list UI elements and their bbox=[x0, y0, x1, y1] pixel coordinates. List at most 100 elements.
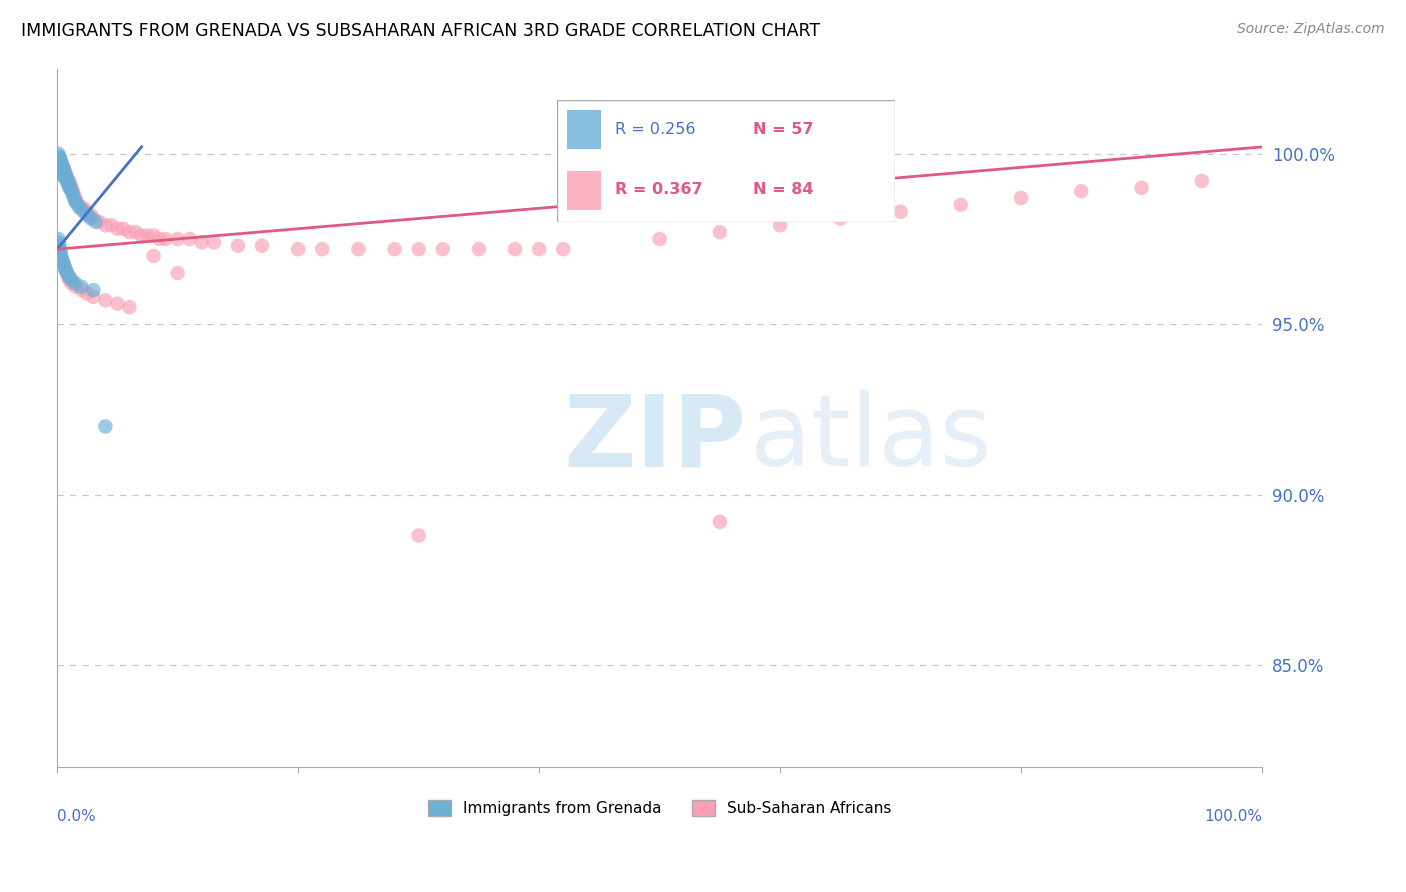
Point bbox=[63, 187, 86, 202]
Point bbox=[55, 170, 77, 185]
Point bbox=[56, 178, 79, 192]
Point bbox=[62, 187, 84, 202]
Point bbox=[468, 242, 491, 256]
Point bbox=[69, 201, 91, 215]
Point bbox=[48, 146, 70, 161]
Point bbox=[100, 219, 122, 233]
Point bbox=[52, 161, 75, 175]
Point bbox=[166, 266, 188, 280]
Point bbox=[142, 228, 165, 243]
Point bbox=[51, 161, 73, 175]
Point bbox=[48, 157, 70, 171]
Point bbox=[55, 262, 77, 277]
Point bbox=[709, 515, 731, 529]
Point bbox=[830, 211, 852, 226]
Point bbox=[63, 191, 86, 205]
Point bbox=[60, 181, 83, 195]
Point bbox=[76, 204, 98, 219]
Point bbox=[73, 201, 96, 215]
Point bbox=[949, 198, 972, 212]
Point bbox=[65, 279, 87, 293]
Point bbox=[59, 178, 82, 192]
Point bbox=[166, 232, 188, 246]
Point bbox=[49, 157, 72, 171]
Point bbox=[52, 167, 75, 181]
Point bbox=[56, 174, 79, 188]
Point bbox=[65, 191, 87, 205]
Point bbox=[53, 167, 76, 181]
Point bbox=[48, 150, 70, 164]
Point bbox=[76, 208, 98, 222]
Point bbox=[226, 239, 249, 253]
Point bbox=[107, 296, 129, 310]
Point bbox=[155, 232, 177, 246]
Point bbox=[53, 259, 76, 273]
Point bbox=[311, 242, 333, 256]
Point bbox=[527, 242, 550, 256]
Point bbox=[179, 232, 201, 246]
Point bbox=[124, 225, 146, 239]
Point bbox=[503, 242, 526, 256]
Point bbox=[48, 153, 70, 168]
Point bbox=[94, 293, 117, 308]
Point bbox=[82, 290, 104, 304]
Point bbox=[84, 215, 107, 229]
Point bbox=[48, 232, 70, 246]
Point bbox=[49, 161, 72, 175]
Point bbox=[52, 256, 75, 270]
Point bbox=[408, 242, 430, 256]
Point bbox=[73, 204, 96, 219]
Point bbox=[55, 167, 77, 181]
Point bbox=[70, 201, 93, 215]
Point bbox=[70, 279, 93, 293]
Point bbox=[65, 277, 87, 291]
Point bbox=[648, 232, 671, 246]
Point bbox=[136, 228, 159, 243]
Point bbox=[112, 221, 135, 235]
Text: ZIP: ZIP bbox=[564, 391, 747, 487]
Point bbox=[287, 242, 309, 256]
Point bbox=[52, 256, 75, 270]
Point bbox=[56, 170, 79, 185]
Point bbox=[890, 204, 912, 219]
Point bbox=[53, 167, 76, 181]
Text: atlas: atlas bbox=[749, 391, 991, 487]
Point bbox=[49, 153, 72, 168]
Point bbox=[107, 221, 129, 235]
Point bbox=[80, 211, 103, 226]
Point bbox=[62, 184, 84, 198]
Text: 0.0%: 0.0% bbox=[58, 809, 96, 824]
Point bbox=[49, 153, 72, 168]
Point bbox=[66, 198, 89, 212]
Point bbox=[709, 225, 731, 239]
Point bbox=[48, 235, 70, 250]
Point bbox=[51, 163, 73, 178]
Point bbox=[408, 528, 430, 542]
Point bbox=[58, 269, 80, 284]
Point bbox=[94, 219, 117, 233]
Point bbox=[82, 211, 104, 226]
Point bbox=[1070, 184, 1092, 198]
Point bbox=[553, 242, 575, 256]
Point bbox=[58, 174, 80, 188]
Point bbox=[58, 178, 80, 192]
Point bbox=[48, 239, 70, 253]
Legend: Immigrants from Grenada, Sub-Saharan Africans: Immigrants from Grenada, Sub-Saharan Afr… bbox=[422, 794, 897, 822]
Point bbox=[76, 286, 98, 301]
Point bbox=[48, 150, 70, 164]
Point bbox=[769, 219, 792, 233]
Text: Source: ZipAtlas.com: Source: ZipAtlas.com bbox=[1237, 22, 1385, 37]
Point bbox=[48, 157, 70, 171]
Point bbox=[56, 266, 79, 280]
Point bbox=[53, 259, 76, 273]
Point bbox=[80, 208, 103, 222]
Point bbox=[52, 161, 75, 175]
Point bbox=[48, 150, 70, 164]
Point bbox=[55, 167, 77, 181]
Point bbox=[48, 242, 70, 256]
Point bbox=[58, 181, 80, 195]
Point bbox=[56, 269, 79, 284]
Point bbox=[58, 273, 80, 287]
Point bbox=[65, 194, 87, 209]
Point bbox=[55, 170, 77, 185]
